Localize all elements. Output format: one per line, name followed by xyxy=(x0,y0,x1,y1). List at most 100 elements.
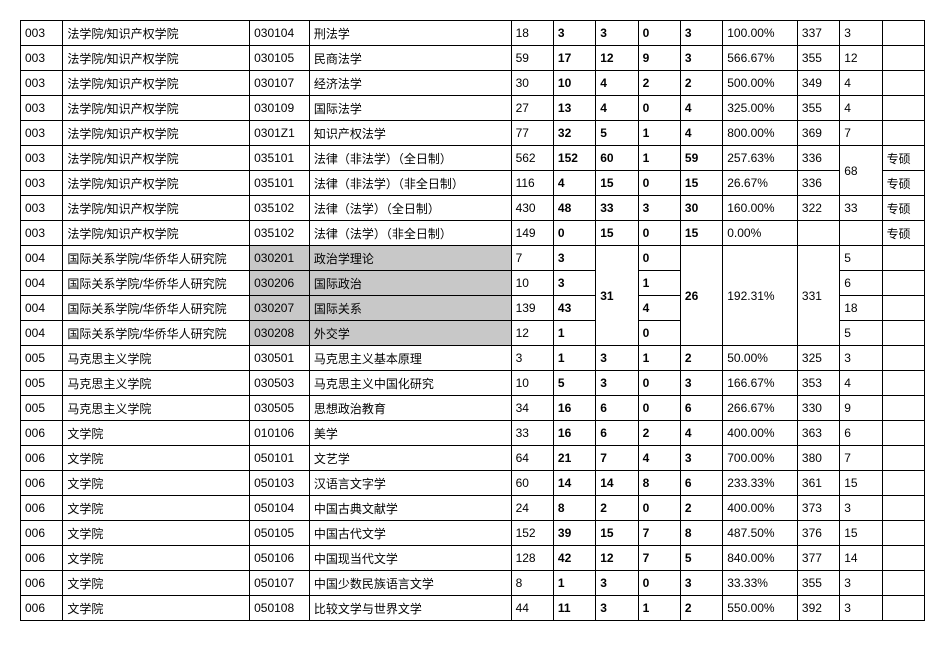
table-cell: 0 xyxy=(638,371,680,396)
table-cell: 7 xyxy=(638,521,680,546)
table-cell: 006 xyxy=(21,446,63,471)
table-cell: 566.67% xyxy=(723,46,798,71)
table-cell: 3 xyxy=(840,496,882,521)
table-cell: 003 xyxy=(21,221,63,246)
table-cell: 050103 xyxy=(250,471,310,496)
table-cell: 3 xyxy=(840,21,882,46)
table-cell: 353 xyxy=(797,371,839,396)
table-cell: 国际关系学院/华侨华人研究院 xyxy=(63,296,250,321)
table-cell: 116 xyxy=(511,171,553,196)
table-cell: 3 xyxy=(596,21,638,46)
table-cell: 363 xyxy=(797,421,839,446)
table-cell: 050108 xyxy=(250,596,310,621)
table-cell: 5 xyxy=(680,546,722,571)
table-row: 006文学院050108比较文学与世界文学4411312550.00%3923 xyxy=(21,596,925,621)
table-row: 006文学院050104中国古典文献学248202400.00%3733 xyxy=(21,496,925,521)
table-cell: 6 xyxy=(596,421,638,446)
table-cell: 文艺学 xyxy=(309,446,511,471)
table-cell: 003 xyxy=(21,196,63,221)
table-cell: 32 xyxy=(553,121,595,146)
table-cell: 330 xyxy=(797,396,839,421)
table-cell: 139 xyxy=(511,296,553,321)
table-cell: 4 xyxy=(596,71,638,96)
table-cell: 3 xyxy=(596,596,638,621)
table-cell: 文学院 xyxy=(63,546,250,571)
table-cell: 7 xyxy=(840,446,882,471)
table-cell: 006 xyxy=(21,496,63,521)
table-cell: 004 xyxy=(21,321,63,346)
table-cell: 266.67% xyxy=(723,396,798,421)
table-cell: 355 xyxy=(797,571,839,596)
table-cell: 2 xyxy=(680,596,722,621)
table-cell: 文学院 xyxy=(63,596,250,621)
table-cell: 0 xyxy=(638,321,680,346)
table-cell: 国际关系学院/华侨华人研究院 xyxy=(63,321,250,346)
table-cell: 030207 xyxy=(250,296,310,321)
table-cell: 经济法学 xyxy=(309,71,511,96)
table-cell: 030104 xyxy=(250,21,310,46)
table-cell: 050106 xyxy=(250,546,310,571)
table-cell: 10 xyxy=(511,371,553,396)
table-cell: 2 xyxy=(680,346,722,371)
table-cell: 4 xyxy=(840,71,882,96)
table-cell: 322 xyxy=(797,196,839,221)
table-cell: 8 xyxy=(511,571,553,596)
table-cell: 500.00% xyxy=(723,71,798,96)
data-table: 003法学院/知识产权学院030104刑法学183303100.00%33730… xyxy=(20,20,925,621)
table-cell: 知识产权法学 xyxy=(309,121,511,146)
table-cell: 9 xyxy=(840,396,882,421)
table-cell: 003 xyxy=(21,71,63,96)
table-cell: 政治学理论 xyxy=(309,246,511,271)
table-cell: 3 xyxy=(511,346,553,371)
table-cell: 6 xyxy=(680,396,722,421)
table-cell: 005 xyxy=(21,371,63,396)
table-cell: 4 xyxy=(596,96,638,121)
table-cell: 030505 xyxy=(250,396,310,421)
table-cell: 21 xyxy=(553,446,595,471)
table-cell: 59 xyxy=(511,46,553,71)
table-row: 006文学院010106美学3316624400.00%3636 xyxy=(21,421,925,446)
table-cell: 030501 xyxy=(250,346,310,371)
table-cell: 48 xyxy=(553,196,595,221)
table-cell: 刑法学 xyxy=(309,21,511,46)
table-cell: 430 xyxy=(511,196,553,221)
table-cell: 355 xyxy=(797,96,839,121)
table-cell: 马克思主义基本原理 xyxy=(309,346,511,371)
table-cell: 700.00% xyxy=(723,446,798,471)
table-cell: 43 xyxy=(553,296,595,321)
table-cell: 0 xyxy=(638,396,680,421)
table-cell: 汉语言文字学 xyxy=(309,471,511,496)
table-cell xyxy=(797,221,839,246)
table-cell: 257.63% xyxy=(723,146,798,171)
table-cell: 3 xyxy=(553,21,595,46)
table-cell: 12 xyxy=(596,546,638,571)
table-cell: 法学院/知识产权学院 xyxy=(63,21,250,46)
table-cell: 0 xyxy=(638,496,680,521)
table-cell: 035102 xyxy=(250,221,310,246)
table-cell: 文学院 xyxy=(63,446,250,471)
table-cell: 33 xyxy=(840,196,882,221)
table-cell: 149 xyxy=(511,221,553,246)
table-cell: 文学院 xyxy=(63,496,250,521)
table-cell: 1 xyxy=(638,271,680,296)
table-cell: 0 xyxy=(638,171,680,196)
table-cell: 369 xyxy=(797,121,839,146)
table-cell: 003 xyxy=(21,21,63,46)
table-cell: 15 xyxy=(680,171,722,196)
table-cell: 006 xyxy=(21,471,63,496)
table-cell: 国际法学 xyxy=(309,96,511,121)
table-cell xyxy=(882,496,924,521)
table-row: 006文学院050101文艺学6421743700.00%3807 xyxy=(21,446,925,471)
table-cell: 325.00% xyxy=(723,96,798,121)
table-cell: 11 xyxy=(553,596,595,621)
table-cell: 3 xyxy=(680,571,722,596)
table-cell xyxy=(882,421,924,446)
table-cell: 7 xyxy=(596,446,638,471)
table-cell: 0 xyxy=(638,221,680,246)
table-cell: 3 xyxy=(638,196,680,221)
table-cell: 035101 xyxy=(250,171,310,196)
table-cell: 8 xyxy=(638,471,680,496)
table-cell: 349 xyxy=(797,71,839,96)
table-cell: 005 xyxy=(21,346,63,371)
table-cell: 文学院 xyxy=(63,471,250,496)
